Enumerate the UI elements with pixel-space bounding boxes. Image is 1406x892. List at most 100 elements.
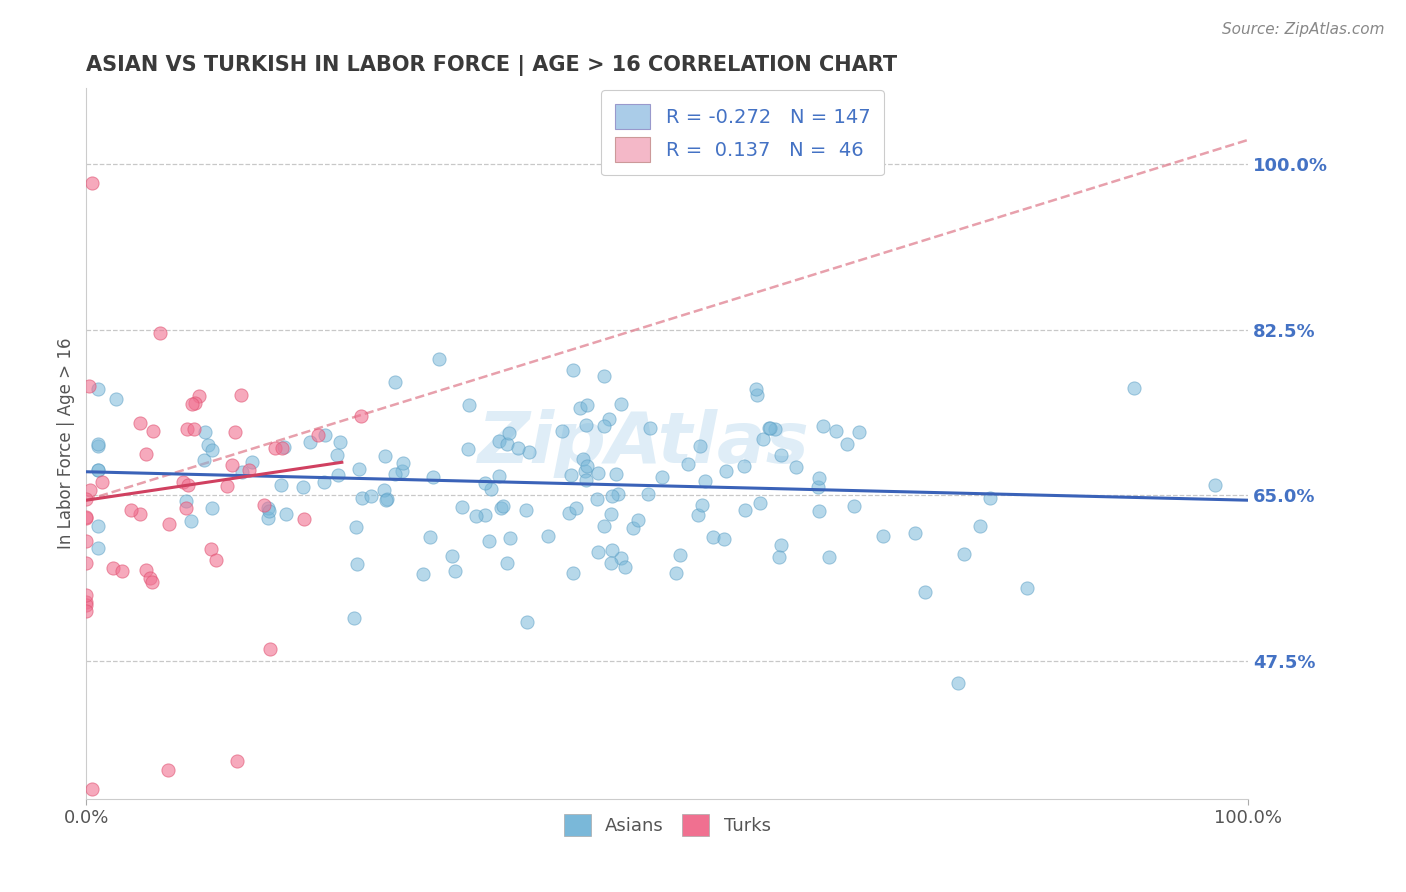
Point bbox=[1015, 581, 1038, 595]
Point bbox=[1123, 381, 1146, 395]
Point bbox=[979, 491, 1001, 506]
Point bbox=[224, 425, 246, 440]
Point bbox=[139, 571, 162, 585]
Point bbox=[87, 437, 110, 451]
Point bbox=[690, 498, 713, 512]
Text: Source: ZipAtlas.com: Source: ZipAtlas.com bbox=[1222, 22, 1385, 37]
Point bbox=[181, 397, 204, 411]
Point bbox=[953, 547, 976, 561]
Legend: Asians, Turks: Asians, Turks bbox=[557, 806, 778, 843]
Point bbox=[713, 532, 735, 546]
Point bbox=[231, 466, 253, 480]
Point bbox=[745, 388, 768, 402]
Point bbox=[252, 498, 274, 512]
Point bbox=[835, 437, 858, 451]
Point bbox=[492, 499, 515, 513]
Point bbox=[575, 417, 598, 432]
Point bbox=[104, 392, 127, 407]
Point bbox=[201, 442, 224, 457]
Point bbox=[344, 520, 367, 534]
Point bbox=[350, 409, 373, 423]
Point bbox=[770, 538, 793, 552]
Point bbox=[180, 514, 202, 528]
Point bbox=[560, 467, 582, 482]
Point bbox=[346, 557, 368, 571]
Point bbox=[307, 428, 329, 442]
Point bbox=[734, 503, 756, 517]
Point bbox=[517, 445, 540, 459]
Point bbox=[87, 541, 110, 555]
Point bbox=[474, 476, 496, 491]
Point bbox=[75, 556, 97, 570]
Point bbox=[240, 454, 263, 468]
Point bbox=[586, 466, 609, 480]
Point bbox=[276, 507, 298, 521]
Point bbox=[157, 516, 180, 531]
Point bbox=[479, 483, 502, 497]
Point bbox=[914, 585, 936, 599]
Point bbox=[574, 464, 596, 478]
Point bbox=[464, 508, 486, 523]
Point bbox=[576, 458, 599, 473]
Point bbox=[785, 460, 807, 475]
Point bbox=[391, 464, 413, 478]
Point bbox=[586, 545, 609, 559]
Point bbox=[135, 563, 157, 577]
Point bbox=[488, 469, 510, 483]
Point bbox=[270, 478, 292, 492]
Point bbox=[384, 467, 406, 481]
Point bbox=[444, 564, 467, 578]
Point bbox=[384, 375, 406, 389]
Point bbox=[377, 491, 399, 506]
Point bbox=[752, 432, 775, 446]
Point bbox=[373, 483, 395, 497]
Point bbox=[904, 526, 927, 541]
Point bbox=[194, 425, 217, 439]
Point bbox=[488, 434, 510, 448]
Point bbox=[360, 490, 382, 504]
Y-axis label: In Labor Force | Age > 16: In Labor Force | Age > 16 bbox=[58, 337, 75, 549]
Point bbox=[172, 475, 194, 490]
Point bbox=[844, 499, 866, 513]
Point bbox=[412, 566, 434, 581]
Point bbox=[562, 363, 585, 377]
Point bbox=[87, 382, 110, 396]
Point bbox=[75, 510, 97, 524]
Point bbox=[87, 463, 110, 477]
Point bbox=[745, 382, 768, 396]
Point bbox=[156, 764, 179, 778]
Point bbox=[638, 421, 661, 435]
Point bbox=[668, 548, 690, 562]
Point bbox=[621, 521, 644, 535]
Point bbox=[257, 501, 280, 516]
Point bbox=[575, 398, 598, 412]
Point bbox=[419, 530, 441, 544]
Point bbox=[238, 463, 260, 477]
Point bbox=[585, 491, 607, 506]
Point bbox=[176, 422, 198, 436]
Point bbox=[689, 439, 711, 453]
Point bbox=[352, 491, 374, 505]
Point bbox=[188, 389, 211, 403]
Point bbox=[551, 424, 574, 438]
Point bbox=[749, 495, 772, 509]
Point bbox=[91, 475, 114, 490]
Point bbox=[374, 492, 396, 507]
Point bbox=[111, 565, 134, 579]
Point bbox=[79, 483, 101, 498]
Point bbox=[193, 453, 215, 467]
Point bbox=[808, 504, 831, 518]
Point bbox=[848, 425, 870, 440]
Point bbox=[600, 542, 623, 557]
Point bbox=[129, 507, 152, 521]
Point bbox=[142, 424, 165, 438]
Point bbox=[257, 511, 280, 525]
Point bbox=[506, 441, 529, 455]
Point bbox=[257, 504, 280, 518]
Point bbox=[82, 782, 104, 797]
Point bbox=[201, 500, 224, 515]
Point bbox=[714, 464, 737, 478]
Point bbox=[609, 397, 631, 411]
Point bbox=[807, 471, 830, 485]
Point bbox=[326, 448, 349, 462]
